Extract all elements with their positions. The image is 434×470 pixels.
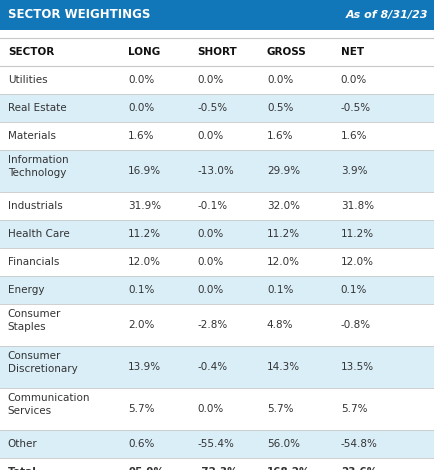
Text: As of 8/31/23: As of 8/31/23 xyxy=(345,10,428,20)
Text: 11.2%: 11.2% xyxy=(267,229,300,239)
Text: 11.2%: 11.2% xyxy=(128,229,161,239)
Text: 0.6%: 0.6% xyxy=(128,439,155,449)
Text: 23.6%: 23.6% xyxy=(341,467,377,470)
Bar xyxy=(0,388,434,430)
Bar xyxy=(0,346,434,388)
Text: 11.2%: 11.2% xyxy=(341,229,374,239)
Text: -0.8%: -0.8% xyxy=(341,320,371,330)
Text: 29.9%: 29.9% xyxy=(267,166,300,176)
Text: 31.8%: 31.8% xyxy=(341,201,374,211)
Bar xyxy=(0,458,434,470)
Text: 0.0%: 0.0% xyxy=(128,103,154,113)
Text: 56.0%: 56.0% xyxy=(267,439,300,449)
Text: 168.2%: 168.2% xyxy=(267,467,310,470)
Text: 5.7%: 5.7% xyxy=(267,404,293,414)
Text: Materials: Materials xyxy=(8,131,56,141)
Text: 32.0%: 32.0% xyxy=(267,201,300,211)
Text: -0.4%: -0.4% xyxy=(197,362,227,372)
Text: 1.6%: 1.6% xyxy=(341,131,367,141)
Text: 0.5%: 0.5% xyxy=(267,103,293,113)
Bar xyxy=(0,66,434,94)
Text: -0.5%: -0.5% xyxy=(341,103,371,113)
Text: 0.0%: 0.0% xyxy=(197,404,224,414)
Text: 12.0%: 12.0% xyxy=(267,257,300,267)
Text: 16.9%: 16.9% xyxy=(128,166,161,176)
Text: 0.1%: 0.1% xyxy=(267,285,293,295)
Text: Health Care: Health Care xyxy=(8,229,69,239)
Text: Energy: Energy xyxy=(8,285,44,295)
Text: Information
Technology: Information Technology xyxy=(8,155,69,178)
Bar xyxy=(0,430,434,458)
Text: Communication
Services: Communication Services xyxy=(8,393,90,416)
Text: 5.7%: 5.7% xyxy=(341,404,367,414)
Text: 2.0%: 2.0% xyxy=(128,320,155,330)
Bar xyxy=(0,150,434,192)
Text: 0.1%: 0.1% xyxy=(341,285,367,295)
Text: GROSS: GROSS xyxy=(267,47,307,57)
Bar xyxy=(0,0,434,30)
Text: LONG: LONG xyxy=(128,47,160,57)
Text: 0.0%: 0.0% xyxy=(197,131,224,141)
Text: -13.0%: -13.0% xyxy=(197,166,234,176)
Text: -55.4%: -55.4% xyxy=(197,439,234,449)
Text: 0.0%: 0.0% xyxy=(197,75,224,85)
Text: 31.9%: 31.9% xyxy=(128,201,161,211)
Bar xyxy=(0,192,434,220)
Text: Utilities: Utilities xyxy=(8,75,47,85)
Bar xyxy=(0,220,434,248)
Text: SECTOR WEIGHTINGS: SECTOR WEIGHTINGS xyxy=(8,8,150,22)
Text: -0.1%: -0.1% xyxy=(197,201,227,211)
Text: 0.0%: 0.0% xyxy=(197,285,224,295)
Text: -54.8%: -54.8% xyxy=(341,439,378,449)
Text: 0.0%: 0.0% xyxy=(341,75,367,85)
Text: Consumer
Staples: Consumer Staples xyxy=(8,309,61,332)
Text: Consumer
Discretionary: Consumer Discretionary xyxy=(8,351,78,374)
Text: 14.3%: 14.3% xyxy=(267,362,300,372)
Text: Other: Other xyxy=(8,439,38,449)
Text: SHORT: SHORT xyxy=(197,47,237,57)
Text: NET: NET xyxy=(341,47,364,57)
Text: SECTOR: SECTOR xyxy=(8,47,54,57)
Bar xyxy=(0,122,434,150)
Text: Real Estate: Real Estate xyxy=(8,103,66,113)
Text: -2.8%: -2.8% xyxy=(197,320,228,330)
Text: Financials: Financials xyxy=(8,257,59,267)
Text: 12.0%: 12.0% xyxy=(341,257,374,267)
Text: 0.0%: 0.0% xyxy=(197,257,224,267)
Text: -0.5%: -0.5% xyxy=(197,103,227,113)
Text: 4.8%: 4.8% xyxy=(267,320,293,330)
Bar xyxy=(0,276,434,304)
Text: 0.0%: 0.0% xyxy=(128,75,154,85)
Text: 0.0%: 0.0% xyxy=(197,229,224,239)
Text: 0.0%: 0.0% xyxy=(267,75,293,85)
Text: 5.7%: 5.7% xyxy=(128,404,155,414)
Text: -72.3%: -72.3% xyxy=(197,467,238,470)
Text: 13.9%: 13.9% xyxy=(128,362,161,372)
Text: Total: Total xyxy=(8,467,37,470)
Bar xyxy=(0,248,434,276)
Bar xyxy=(0,304,434,346)
Text: 1.6%: 1.6% xyxy=(128,131,155,141)
Text: 1.6%: 1.6% xyxy=(267,131,293,141)
Text: 13.5%: 13.5% xyxy=(341,362,374,372)
Bar xyxy=(0,94,434,122)
Text: 12.0%: 12.0% xyxy=(128,257,161,267)
Text: 95.9%: 95.9% xyxy=(128,467,164,470)
Text: 3.9%: 3.9% xyxy=(341,166,367,176)
Text: 0.1%: 0.1% xyxy=(128,285,155,295)
Text: Industrials: Industrials xyxy=(8,201,62,211)
